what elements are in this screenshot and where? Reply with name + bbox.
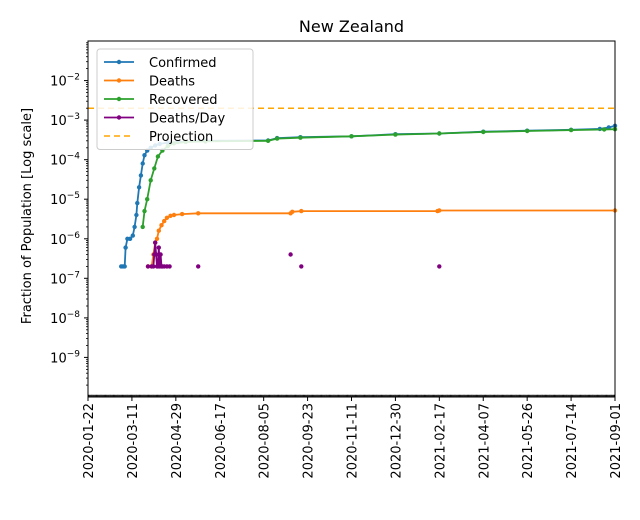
data-point-confirmed: [130, 233, 135, 238]
legend-label: Deaths: [149, 75, 195, 90]
data-point-recovered: [142, 208, 147, 214]
data-point-recovered: [155, 154, 161, 159]
data-point-deaths-day: [299, 264, 304, 269]
data-point-deaths: [437, 208, 442, 213]
legend-label: Confirmed: [149, 56, 217, 71]
y-tick-label: 10−7: [50, 270, 80, 287]
data-point-deaths: [196, 211, 201, 216]
x-tick-label: 2020-12-30: [389, 403, 404, 479]
y-tick-label: 10−8: [50, 310, 80, 327]
data-point-recovered: [525, 128, 530, 134]
series-deaths-day: [145, 240, 442, 269]
x-tick-label: 2021-02-17: [433, 403, 448, 479]
data-point-deaths-day: [153, 252, 159, 257]
data-point-confirmed: [132, 224, 137, 230]
data-point-deaths: [164, 215, 170, 220]
legend-item-confirmed: Confirmed: [104, 56, 217, 71]
x-tick-label: 2021-05-26: [521, 403, 536, 479]
x-tick-label: 2020-08-05: [258, 403, 273, 479]
chart-title: New Zealand: [299, 17, 404, 36]
y-tick-label: 10−5: [50, 191, 80, 208]
data-point-deaths-day: [167, 264, 172, 269]
x-tick-label: 2020-06-17: [214, 403, 229, 479]
data-point-recovered: [602, 127, 607, 132]
data-point-recovered: [568, 127, 574, 133]
legend-marker: [116, 78, 122, 83]
data-point-deaths: [156, 228, 161, 233]
data-point-deaths-day: [288, 252, 293, 257]
x-tick-label: 2021-09-01: [609, 403, 624, 479]
x-tick-label: 2020-04-29: [170, 403, 185, 479]
data-point-confirmed: [135, 200, 140, 206]
data-point-deaths: [154, 236, 160, 241]
y-tick-label: 10−4: [50, 152, 80, 169]
data-point-confirmed: [138, 173, 144, 178]
data-point-recovered: [349, 134, 354, 139]
y-axis-label: Fraction of Population [Log scale]: [20, 108, 35, 324]
data-point-deaths-day: [156, 245, 161, 250]
data-point-deaths: [299, 208, 304, 214]
y-tick-label: 10−2: [50, 73, 80, 90]
legend-label: Deaths/Day: [149, 112, 225, 127]
data-point-recovered: [393, 132, 398, 137]
data-point-deaths: [171, 212, 177, 218]
data-point-deaths-day: [196, 264, 201, 269]
data-point-deaths-day: [158, 252, 163, 257]
data-point-deaths: [162, 218, 167, 224]
data-point-confirmed: [136, 185, 142, 190]
data-point-recovered: [274, 136, 280, 141]
data-point-confirmed: [123, 245, 128, 250]
x-tick-label: 2020-03-11: [126, 403, 141, 479]
y-tick-label: 10−3: [50, 112, 80, 129]
data-point-recovered: [148, 178, 153, 183]
legend-marker: [116, 115, 122, 120]
data-point-recovered: [145, 197, 150, 202]
data-point-recovered: [298, 135, 303, 140]
legend-marker: [116, 96, 122, 102]
legend-marker: [116, 59, 122, 65]
legend-item-recovered: Recovered: [104, 93, 218, 108]
legend-label: Recovered: [149, 93, 218, 108]
y-axis: 10−9 10−8 10−7 10−6 10−5 10−4 10−3 10−2: [50, 42, 88, 386]
data-point-confirmed: [140, 161, 145, 166]
y-tick-label: 10−9: [50, 349, 80, 366]
data-point-recovered: [265, 138, 271, 143]
legend-box: [96, 48, 254, 150]
x-tick-label: 2020-11-11: [346, 403, 361, 479]
x-tick-label: 2021-04-07: [477, 403, 492, 479]
data-point-deaths-day: [437, 264, 442, 269]
data-point-deaths: [159, 223, 164, 228]
data-point-recovered: [152, 166, 157, 171]
data-point-deaths-day: [151, 264, 156, 269]
data-point-deaths: [179, 211, 185, 217]
legend: Confirmed Deaths Recovered Deaths/Day Projec…: [96, 48, 254, 150]
x-tick-label: 2020-09-23: [302, 403, 317, 479]
x-axis: 2020-01-22 2020-03-11 2020-04-29 2020-06-17…: [82, 394, 624, 479]
data-point-confirmed: [127, 236, 133, 241]
x-tick-label: 2021-07-14: [565, 403, 580, 479]
data-point-deaths-day: [153, 240, 158, 245]
data-point-recovered: [481, 129, 486, 135]
legend-item-deaths: Deaths: [104, 75, 195, 90]
y-tick-label: 10−6: [50, 231, 80, 248]
legend-item-projection: Projection: [104, 130, 213, 145]
x-tick-label: 2020-01-22: [82, 403, 97, 479]
data-point-deaths: [290, 209, 295, 214]
data-point-deaths: [168, 213, 173, 218]
data-point-confirmed: [122, 264, 127, 269]
data-point-confirmed: [134, 212, 139, 218]
plot-frame: [87, 40, 616, 398]
data-point-recovered: [437, 131, 442, 136]
data-point-recovered: [140, 224, 145, 230]
data-point-deaths-day: [145, 264, 151, 269]
legend-label: Projection: [149, 130, 213, 145]
data-point-confirmed: [142, 153, 147, 158]
legend-item-deaths-day: Deaths/Day: [104, 112, 225, 127]
